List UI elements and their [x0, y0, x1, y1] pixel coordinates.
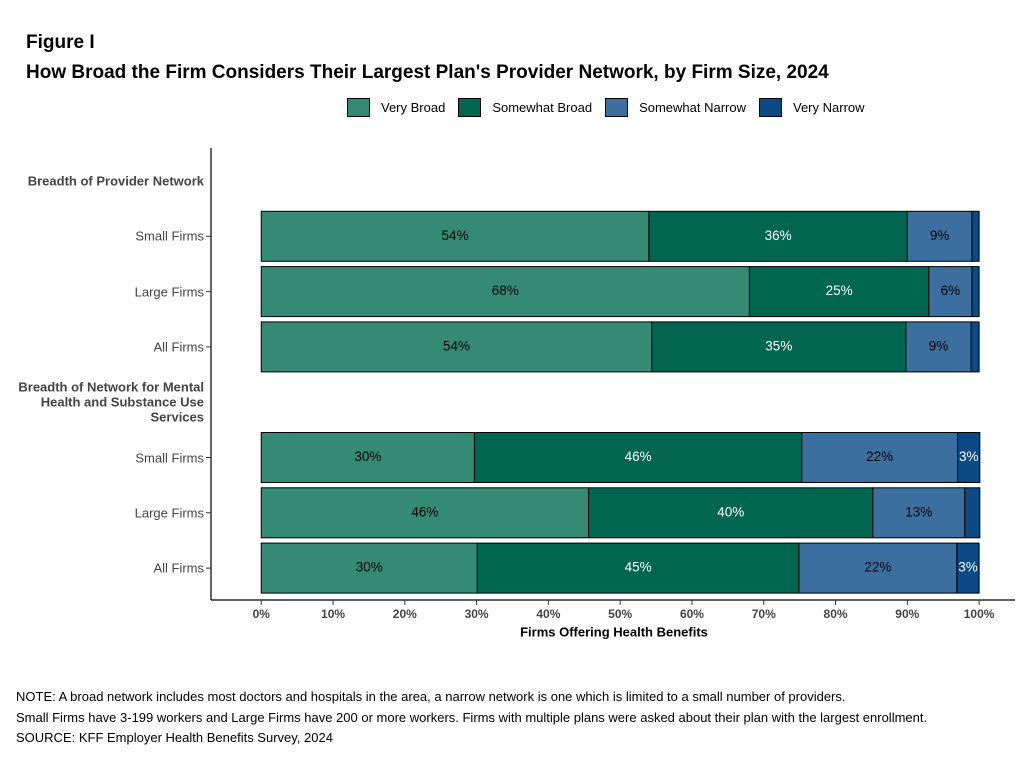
bar-segment — [476, 542, 800, 594]
legend-swatch — [458, 98, 482, 117]
legend-item: Somewhat Narrow — [605, 98, 746, 117]
value-label: 54% — [443, 338, 470, 353]
value-label: 46% — [411, 504, 438, 519]
value-label: 35% — [765, 338, 792, 353]
bar-segment — [260, 266, 750, 318]
x-tick-label: 10% — [321, 607, 345, 621]
x-tick-label: 30% — [465, 607, 489, 621]
x-tick-label: 70% — [752, 607, 776, 621]
chart-title: How Broad the Firm Considers Their Large… — [26, 62, 829, 83]
x-tick-label: 40% — [536, 607, 560, 621]
bar-segment — [905, 321, 972, 373]
bar-segment — [971, 266, 980, 318]
value-label: 22% — [864, 560, 891, 575]
bar-segment — [971, 210, 980, 262]
group-header: Breadth of Provider Network — [27, 173, 204, 189]
y-tick-label: Large Firms — [134, 284, 204, 300]
y-tick-label: All Firms — [153, 339, 204, 355]
legend-label: Somewhat Broad — [492, 100, 593, 115]
bar-segment — [473, 432, 803, 483]
value-label: 30% — [354, 449, 381, 464]
figure-label: Figure I — [26, 32, 95, 53]
legend-swatch — [347, 98, 370, 117]
value-label: 40% — [717, 504, 744, 519]
y-tick-label: All Firms — [153, 560, 204, 576]
bar-segment — [798, 542, 958, 594]
y-tick-label: Small Firms — [135, 228, 204, 244]
legend-label: Somewhat Narrow — [639, 100, 746, 115]
value-label: 6% — [941, 283, 961, 298]
value-label: 30% — [356, 560, 383, 575]
group-header: Breadth of Network for Mental Health and… — [18, 379, 204, 425]
value-label: 13% — [905, 504, 932, 519]
note-line: SOURCE: KFF Employer Health Benefits Sur… — [16, 730, 333, 745]
legend-swatch — [605, 98, 629, 117]
value-label: 3% — [958, 560, 978, 575]
bar-segment — [964, 487, 981, 539]
bar-segment — [260, 210, 650, 262]
bar-segment — [872, 487, 966, 539]
legend: Very Broad Somewhat Broad Somewhat Narrow V… — [347, 98, 878, 117]
value-label: 45% — [625, 560, 652, 575]
x-tick-label: 50% — [608, 607, 632, 621]
bar-segment — [970, 321, 980, 373]
x-tick-label: 90% — [895, 607, 919, 621]
note-line: Small Firms have 3-199 workers and Large… — [16, 709, 928, 725]
y-tick-label: Large Firms — [134, 505, 204, 521]
y-tick-label: Small Firms — [135, 450, 204, 465]
bar-segment — [260, 432, 475, 483]
x-axis-label: Firms Offering Health Benefits — [520, 624, 708, 639]
x-tick-label: 80% — [824, 607, 848, 621]
bar-segment — [648, 210, 908, 262]
value-label: 36% — [765, 228, 792, 243]
x-tick-label: 0% — [253, 607, 271, 621]
legend-label: Very Narrow — [793, 100, 865, 115]
value-label: 3% — [959, 449, 979, 464]
value-label: 9% — [929, 338, 949, 353]
notes: NOTE: A broad network includes most doct… — [16, 687, 936, 749]
value-label: 22% — [866, 449, 893, 464]
bar-segment — [957, 432, 981, 483]
bar-segment — [651, 321, 907, 373]
note-line: NOTE: A broad network includes most doct… — [16, 689, 846, 704]
bar-segment — [260, 542, 478, 594]
bar-segment — [801, 432, 959, 483]
legend-item: Very Broad — [347, 98, 445, 117]
x-tick-label: 100% — [964, 607, 995, 621]
legend-item: Somewhat Broad — [458, 98, 592, 117]
value-label: 9% — [930, 228, 950, 243]
value-label: 25% — [826, 283, 853, 298]
value-label: 54% — [442, 228, 469, 243]
x-tick-label: 60% — [680, 607, 704, 621]
legend-label: Very Broad — [381, 100, 446, 115]
bar-segment — [260, 321, 653, 373]
legend-swatch — [759, 98, 782, 117]
value-label: 46% — [625, 449, 652, 464]
value-label: 68% — [492, 283, 519, 298]
legend-item: Very Narrow — [759, 98, 865, 117]
bar-segment — [956, 542, 980, 594]
x-tick-label: 20% — [393, 607, 417, 621]
